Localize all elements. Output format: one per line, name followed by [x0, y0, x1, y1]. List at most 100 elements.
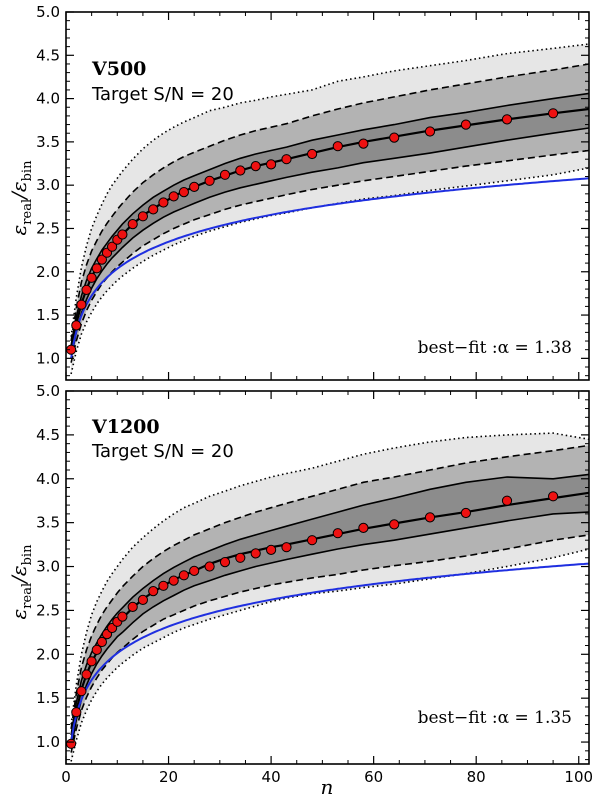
data-point [358, 138, 369, 149]
x-tick-label: 0 [61, 768, 71, 786]
data-point [281, 542, 292, 553]
data-point [107, 241, 118, 252]
data-point [266, 544, 277, 556]
y-tick-label: 3.0 [36, 558, 60, 576]
y-tick-label: 1.0 [36, 349, 60, 367]
data-point [219, 557, 231, 568]
data-point [501, 495, 513, 506]
y-tick-label: 1.5 [36, 306, 60, 324]
panel-v1200: 0 20 40 60 80 1001.01.52.02.53.03.54.04.55.0 … [7, 382, 593, 799]
y-tick-label: 1.0 [36, 733, 60, 751]
data-point [137, 594, 148, 606]
panel-v500: 1.0 1.5 2.0 2.5 3.0 3.5 4.0 4.5 5.0 V500 Target … [7, 3, 590, 381]
data-point [127, 219, 138, 230]
x-tick-label: 60 [364, 768, 383, 786]
data-point [332, 528, 343, 539]
series-mid-upper [70, 444, 589, 730]
x-tick-label: 20 [159, 768, 178, 786]
best-fit-annotation: best−fit :α = 1.38 [418, 338, 572, 358]
data-point [204, 561, 215, 572]
data-point [66, 738, 77, 749]
best-fit-annotation: best−fit :α = 1.35 [418, 708, 572, 728]
plot-frame [65, 390, 590, 765]
y-tick-label: 2.0 [36, 263, 60, 281]
y-axis-label: εreal/εbin [7, 160, 35, 236]
data-point [71, 320, 82, 331]
data-point [389, 519, 400, 530]
y-tick-label: 3.0 [36, 176, 60, 194]
data-point [358, 522, 369, 534]
data-point [158, 580, 169, 591]
y-tick-label: 4.5 [36, 46, 60, 64]
data-point [76, 686, 87, 697]
data-point [148, 586, 159, 597]
data-point [168, 191, 179, 202]
data-point [189, 565, 200, 577]
series-mid-upper [70, 63, 589, 342]
x-tick-label: 40 [262, 768, 281, 786]
data-point [460, 507, 471, 519]
data-point [266, 159, 277, 170]
series-inner-lower [70, 511, 589, 749]
y-label-den-sub: bin [20, 160, 35, 181]
data-point [548, 108, 559, 119]
inner-band [71, 93, 589, 359]
data-points [66, 491, 559, 749]
data-point [178, 187, 189, 198]
data-point [250, 548, 261, 559]
data-point [71, 707, 82, 718]
y-axis-label: εreal/εbin [7, 544, 35, 620]
y-tick-label: 4.0 [36, 90, 60, 108]
series-outer-upper [70, 432, 589, 725]
y-tick-label: 2.0 [36, 645, 60, 663]
y-tick-label: 4.5 [36, 426, 60, 444]
data-point [76, 299, 87, 310]
data-point [137, 211, 148, 222]
data-point [86, 656, 97, 667]
y-label-main-2: ε [7, 565, 31, 576]
fit-line-group [70, 177, 589, 359]
y-label-num-sub: real [20, 583, 35, 609]
y-tick-label: 3.5 [36, 133, 60, 151]
tick-labels: 1.0 1.5 2.0 2.5 3.0 3.5 4.0 4.5 5.0 [36, 3, 60, 367]
plot-frame [65, 11, 590, 381]
data-point [81, 669, 92, 680]
y-tick-label: 2.5 [36, 601, 60, 619]
panel-subtitle: Target S/N = 20 [91, 84, 234, 105]
y-tick-label: 5.0 [36, 3, 60, 21]
data-point [307, 535, 318, 546]
x-tick-label: 100 [564, 768, 593, 786]
data-point [548, 491, 559, 502]
y-tick-label: 2.5 [36, 219, 60, 237]
data-point [117, 611, 128, 622]
best-fit-line [70, 562, 589, 743]
data-point [235, 165, 246, 176]
data-point [168, 575, 179, 586]
y-label-main: ε [7, 609, 31, 620]
data-point [81, 284, 92, 295]
data-point [389, 132, 400, 143]
data-point [250, 161, 261, 172]
y-label-den-sub: bin [20, 544, 35, 565]
x-axis-label: n [321, 775, 334, 799]
data-point [148, 204, 159, 215]
y-tick-label: 1.5 [36, 689, 60, 707]
y-label-num-sub: real [20, 199, 35, 225]
inner-band [71, 474, 589, 749]
x-tick-label: 80 [467, 768, 486, 786]
series-inner-lower [70, 127, 589, 359]
data-point [424, 126, 436, 137]
data-point [235, 552, 246, 563]
data-points [66, 108, 559, 355]
panel-subtitle: Target S/N = 20 [91, 441, 234, 462]
series-mid-lower [70, 534, 589, 753]
data-point [281, 154, 292, 165]
data-point [86, 272, 97, 283]
data-point [307, 148, 318, 160]
y-tick-label: 4.0 [36, 470, 60, 488]
confidence-bands [71, 433, 589, 762]
y-label-main-2: ε [7, 181, 31, 192]
best-fit-line [70, 177, 589, 359]
data-point [91, 263, 102, 274]
